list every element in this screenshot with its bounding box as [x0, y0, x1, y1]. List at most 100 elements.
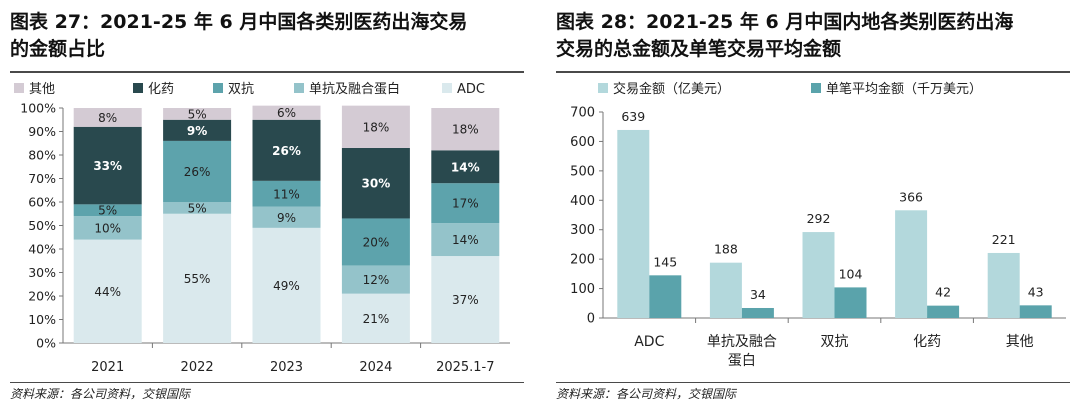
data-label-chem-2023: 26% [272, 144, 301, 158]
x-tick-label-2025-1-7: 2025.1-7 [436, 360, 494, 375]
x-tick-label-line: 蛋白 [728, 353, 756, 369]
x-tick-label-2022: 2022 [181, 360, 214, 375]
bar-segment-other-2024 [341, 105, 410, 148]
legend-swatch-bispecific [213, 83, 223, 93]
bar-segment-mab-2021 [73, 216, 142, 240]
data-label-adc-2021: 44% [94, 285, 121, 299]
y-tick-label: 300 [570, 223, 595, 238]
y-tick-label: 90% [28, 124, 56, 139]
right-title-line-1: 图表 28：2021-25 年 6 月中国内地各类别医药出海 [556, 11, 1014, 33]
data-label-bispecific-2023: 11% [273, 187, 300, 201]
y-tick-label: 30% [28, 265, 56, 280]
legend-swatch-mab [294, 83, 304, 93]
data-label-mab-2021: 10% [94, 221, 121, 235]
data-label-chem-2025-1-7: 14% [451, 160, 480, 174]
x-tick-label-2023: 2023 [270, 360, 303, 375]
data-label-mab-2023: 9% [277, 211, 296, 225]
legend-swatch-total [598, 83, 608, 93]
x-tick-label-2021: 2021 [91, 360, 124, 375]
left-bottom-rule [10, 382, 524, 383]
data-label-chem-2024: 30% [362, 177, 391, 191]
bar-segment-bispecific-2024 [341, 218, 410, 266]
y-tick-label: 20% [28, 289, 56, 304]
x-tick-label-1: 单抗及融合蛋白 [707, 334, 777, 369]
data-label-avg-1: 34 [750, 287, 766, 302]
right-bottom-rule [556, 382, 1070, 383]
y-tick-label: 0% [36, 336, 56, 351]
bar-segment-chem-2023 [252, 119, 321, 181]
y-tick-label: 50% [28, 218, 56, 233]
y-tick-label: 60% [28, 195, 56, 210]
left-chart-panel: 图表 27：2021-25 年 6 月中国各类别医药出海交易 的金额占比 其他 化… [10, 0, 534, 413]
x-tick-label-2: 双抗 [821, 334, 849, 350]
legend-label-avg: 单笔平均金额（千万美元） [826, 81, 982, 97]
data-label-other-2022: 5% [188, 107, 207, 121]
y-tick-label: 10% [28, 312, 56, 327]
left-source-note: 资料来源：各公司资料，交银国际 [10, 387, 191, 401]
bar-avg-0 [649, 275, 682, 318]
legend-swatch-other [14, 83, 24, 93]
data-label-avg-4: 43 [1028, 284, 1044, 299]
bar-segment-adc-2022 [163, 213, 232, 343]
right-top-rule [556, 71, 1070, 73]
x-tick-label-line: ADC [634, 334, 664, 350]
legend-label-bispecific: 双抗 [228, 82, 254, 97]
left-top-rule [10, 71, 524, 73]
bar-segment-mab-2022 [163, 202, 232, 214]
x-tick-label-4: 其他 [1006, 334, 1034, 350]
bar-segment-bispecific-2025-1-7 [431, 183, 500, 224]
data-label-total-4: 221 [992, 232, 1016, 247]
data-label-chem-2022: 9% [187, 124, 207, 138]
y-tick-label: 400 [570, 194, 595, 209]
data-label-mab-2024: 12% [363, 273, 390, 287]
bar-segment-bispecific-2022 [163, 140, 232, 202]
bar-segment-other-2025-1-7 [431, 108, 500, 151]
x-tick-label-line: 化药 [913, 334, 941, 350]
y-tick-label: 600 [570, 135, 595, 150]
legend-swatch-adc [442, 83, 452, 93]
legend-label-mab: 单抗及融合蛋白 [309, 81, 400, 97]
x-tick-label-line: 单抗及融合 [707, 334, 777, 350]
bar-segment-chem-2022 [163, 119, 232, 141]
bar-segment-other-2022 [163, 108, 232, 120]
data-label-bispecific-2024: 20% [363, 235, 390, 249]
y-tick-label: 80% [28, 148, 56, 163]
data-label-avg-0: 145 [653, 254, 677, 269]
bar-total-3 [895, 210, 928, 318]
right-title-line-2: 交易的总金额及单笔交易平均金额 [556, 38, 842, 60]
right-chart-title: 图表 28：2021-25 年 6 月中国内地各类别医药出海 交易的总金额及单笔… [556, 9, 1072, 63]
data-label-mab-2022: 5% [188, 201, 207, 215]
bar-segment-mab-2024 [341, 265, 410, 294]
bar-segment-bispecific-2023 [252, 180, 321, 207]
right-source-note: 资料来源：各公司资料，交银国际 [556, 387, 737, 401]
bar-avg-3 [927, 305, 960, 318]
bar-segment-mab-2025-1-7 [431, 223, 500, 257]
y-tick-label: 40% [28, 242, 56, 257]
data-label-total-2: 292 [807, 211, 831, 226]
y-tick-label: 70% [28, 171, 56, 186]
y-tick-label: 500 [570, 164, 595, 179]
left-title-line-2: 的金额占比 [10, 38, 106, 60]
left-chart-title: 图表 27：2021-25 年 6 月中国各类别医药出海交易 的金额占比 [10, 9, 526, 63]
y-tick-label: 700 [570, 106, 595, 121]
data-label-chem-2021: 33% [93, 159, 122, 173]
y-tick-label: 0 [587, 312, 595, 327]
bar-segment-adc-2025-1-7 [431, 256, 500, 343]
data-label-bispecific-2025-1-7: 17% [452, 197, 479, 211]
bar-segment-chem-2024 [341, 147, 410, 219]
bar-segment-other-2021 [73, 108, 142, 127]
data-label-mab-2025-1-7: 14% [452, 233, 479, 247]
data-label-other-2024: 18% [363, 120, 390, 134]
data-label-adc-2025-1-7: 37% [452, 293, 479, 307]
bar-total-4 [987, 252, 1020, 318]
bar-segment-chem-2025-1-7 [431, 150, 500, 184]
x-tick-label-line: 其他 [1006, 334, 1034, 350]
right-chart-panel: 图表 28：2021-25 年 6 月中国内地各类别医药出海 交易的总金额及单笔… [556, 0, 1080, 413]
data-label-bispecific-2022: 26% [184, 165, 211, 179]
data-label-other-2025-1-7: 18% [452, 123, 479, 137]
bar-avg-1 [741, 307, 774, 318]
legend-swatch-chem [133, 83, 143, 93]
bar-segment-chem-2021 [73, 126, 142, 205]
legend-label-other: 其他 [29, 82, 55, 97]
bar-segment-mab-2023 [252, 206, 321, 228]
